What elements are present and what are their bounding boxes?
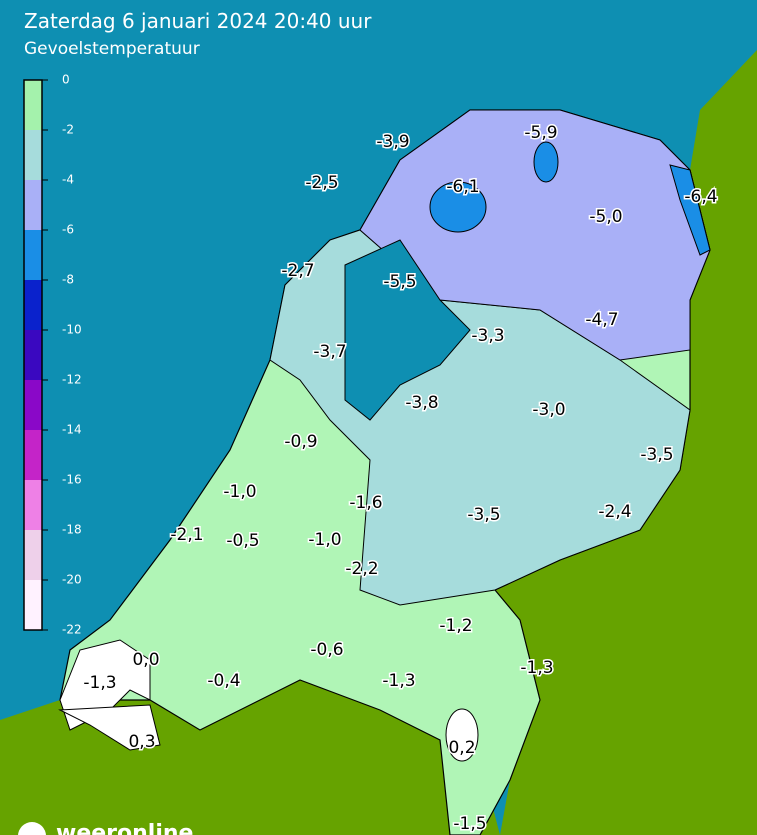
temperature-label: -0,9 xyxy=(284,432,317,452)
legend: 0 -2 -4 -6 -8 -10 -12 -14 -16 -18 -20 -22 xyxy=(23,73,82,637)
temperature-label: -6,4 xyxy=(684,187,717,207)
temperature-label: -0,6 xyxy=(310,640,343,660)
temperature-label: -1,3 xyxy=(382,671,415,691)
temperature-label: -2,5 xyxy=(305,173,338,193)
temperature-label: -4,7 xyxy=(585,310,618,330)
legend-tick-label: -20 xyxy=(62,573,82,587)
temperature-label: -1,2 xyxy=(439,616,472,636)
legend-bin xyxy=(24,380,42,430)
legend-bin xyxy=(24,230,42,280)
temperature-label: -2,4 xyxy=(598,502,631,522)
brand: weeronline xyxy=(56,821,193,835)
temperature-label: -3,9 xyxy=(376,132,409,152)
temperature-label: -5,9 xyxy=(524,123,557,143)
legend-tick-label: -6 xyxy=(62,223,74,237)
legend-bin xyxy=(24,130,42,180)
zeeland-white xyxy=(59,639,151,731)
temperature-label: -1,0 xyxy=(308,530,341,550)
limburg-white xyxy=(445,708,479,762)
temperature-label: -1,0 xyxy=(223,482,256,502)
legend-bin xyxy=(24,480,42,530)
temperature-label: -2,1 xyxy=(170,525,203,545)
temperature-label: -0,5 xyxy=(226,531,259,551)
title: Zaterdag 6 januari 2024 20:40 uur xyxy=(24,9,372,33)
temperature-label: -5,0 xyxy=(589,207,622,227)
zone-blue xyxy=(533,141,559,183)
legend-tick-label: -8 xyxy=(62,273,74,287)
temperature-label: -1,6 xyxy=(349,493,382,513)
temperature-label: 0,3 xyxy=(128,732,155,752)
temperature-label: -3,3 xyxy=(471,326,504,346)
legend-bin xyxy=(24,580,42,630)
legend-bin xyxy=(24,180,42,230)
zeeland-white xyxy=(58,704,161,751)
legend-tick-label: -2 xyxy=(62,123,74,137)
brand-logo xyxy=(18,822,46,835)
temperature-label: -3,5 xyxy=(467,505,500,525)
legend-tick-label: -22 xyxy=(62,623,82,637)
temperature-label: -2,2 xyxy=(345,559,378,579)
legend-frame xyxy=(23,79,43,631)
legend-bin xyxy=(24,430,42,480)
temperature-label: -3,5 xyxy=(640,445,673,465)
temperature-label: 0,2 xyxy=(448,738,475,758)
temperature-label: -1,5 xyxy=(453,814,486,834)
labels: -3,9 -5,9 -2,5 -6,1 -6,4 -5,0 -2,7 -5,5 -4,7 -3,3… xyxy=(82,122,719,835)
temperature-label: -0,4 xyxy=(207,671,240,691)
temperature-label: -5,5 xyxy=(383,272,416,292)
legend-bin xyxy=(24,80,42,130)
legend-tick-label: 0 xyxy=(62,73,70,87)
legend-tick-label: -4 xyxy=(62,173,74,187)
legend-tick-label: -12 xyxy=(62,373,82,387)
legend-tick-label: -10 xyxy=(62,323,82,337)
temperature-label: -6,1 xyxy=(446,177,479,197)
legend-bin xyxy=(24,530,42,580)
temperature-label: -3,8 xyxy=(405,393,438,413)
legend-bin xyxy=(24,330,42,380)
temperature-label: -3,0 xyxy=(532,400,565,420)
legend-tick-label: -16 xyxy=(62,473,82,487)
temperature-label: -2,7 xyxy=(281,261,314,281)
zone-blue xyxy=(669,164,711,256)
temperature-label: -1,3 xyxy=(83,673,116,693)
temperature-label: -3,7 xyxy=(313,342,346,362)
germany xyxy=(495,50,757,835)
temperature-label: 0,0 xyxy=(132,650,159,670)
legend-tick-label: -14 xyxy=(62,423,82,437)
subtitle: Gevoelstemperatuur xyxy=(24,39,200,59)
legend-bin xyxy=(24,280,42,330)
temperature-label: -1,3 xyxy=(520,658,553,678)
legend-tick-label: -18 xyxy=(62,523,82,537)
zone-blue xyxy=(429,181,487,233)
ijsselmeer xyxy=(344,239,471,421)
